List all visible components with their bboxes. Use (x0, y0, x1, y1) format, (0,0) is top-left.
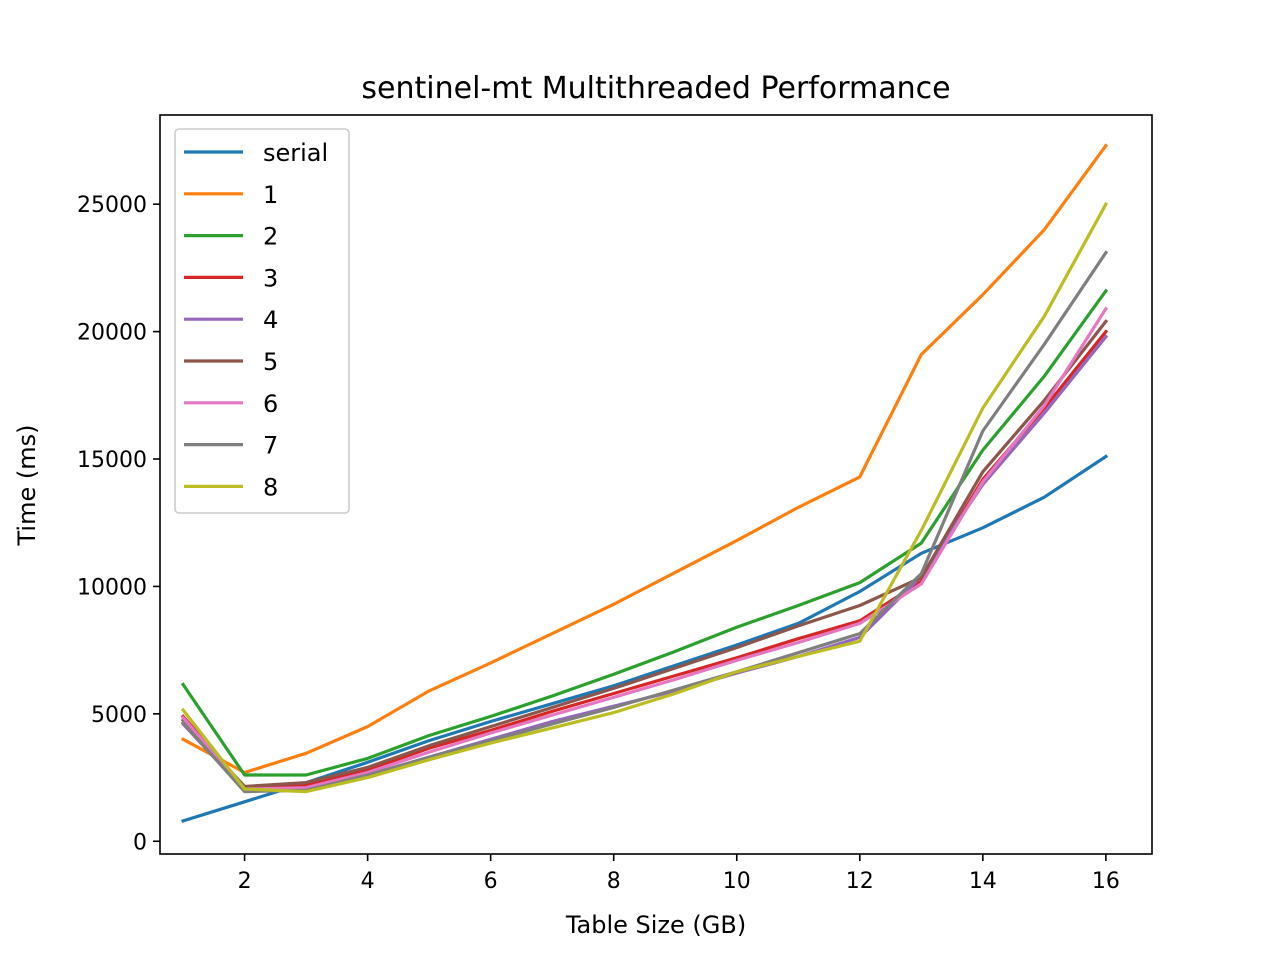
x-tick-label: 6 (484, 869, 498, 894)
legend: serial 1 2 3 4 5 6 7 8 (174, 128, 350, 514)
series-line-2 (180, 288, 1109, 777)
y-tick-label: 20000 (77, 321, 147, 346)
legend-label-7: 7 (263, 432, 278, 460)
y-tick-label: 10000 (77, 575, 147, 600)
y-axis-label: Time (ms) (13, 425, 41, 547)
series-line-6 (180, 306, 1109, 791)
legend-label-6: 6 (263, 390, 278, 418)
y-tick-label: 25000 (77, 193, 147, 218)
axis-ticks: 2 4 6 8 10 12 14 16 0 5000 10000 15000 20000 25000 (77, 193, 1120, 894)
legend-box (174, 128, 350, 514)
y-tick-label: 0 (133, 830, 147, 855)
series-line-serial (181, 454, 1109, 823)
legend-label-8: 8 (263, 473, 278, 501)
plot-frame (159, 114, 1153, 855)
legend-label-serial: serial (263, 139, 328, 167)
x-tick-label: 12 (846, 869, 874, 894)
series-lines (180, 143, 1109, 823)
legend-label-2: 2 (263, 223, 278, 251)
y-tick-label: 5000 (91, 703, 147, 728)
series-line-8 (180, 202, 1109, 794)
chart-title: sentinel-mt Multithreaded Performance (361, 71, 950, 106)
x-tick-label: 2 (238, 869, 252, 894)
x-tick-label: 8 (607, 869, 621, 894)
series-line-7 (180, 250, 1109, 794)
x-tick-label: 10 (723, 869, 751, 894)
legend-label-3: 3 (263, 264, 278, 292)
x-tick-label: 16 (1092, 869, 1120, 894)
series-line-5 (180, 319, 1109, 789)
y-tick-label: 15000 (77, 448, 147, 473)
legend-label-5: 5 (263, 348, 278, 376)
x-tick-label: 4 (361, 869, 375, 894)
x-axis-label: Table Size (GB) (565, 911, 746, 939)
legend-label-1: 1 (263, 181, 278, 209)
legend-label-4: 4 (263, 306, 278, 334)
series-line-1 (180, 143, 1109, 775)
x-tick-label: 14 (969, 869, 997, 894)
